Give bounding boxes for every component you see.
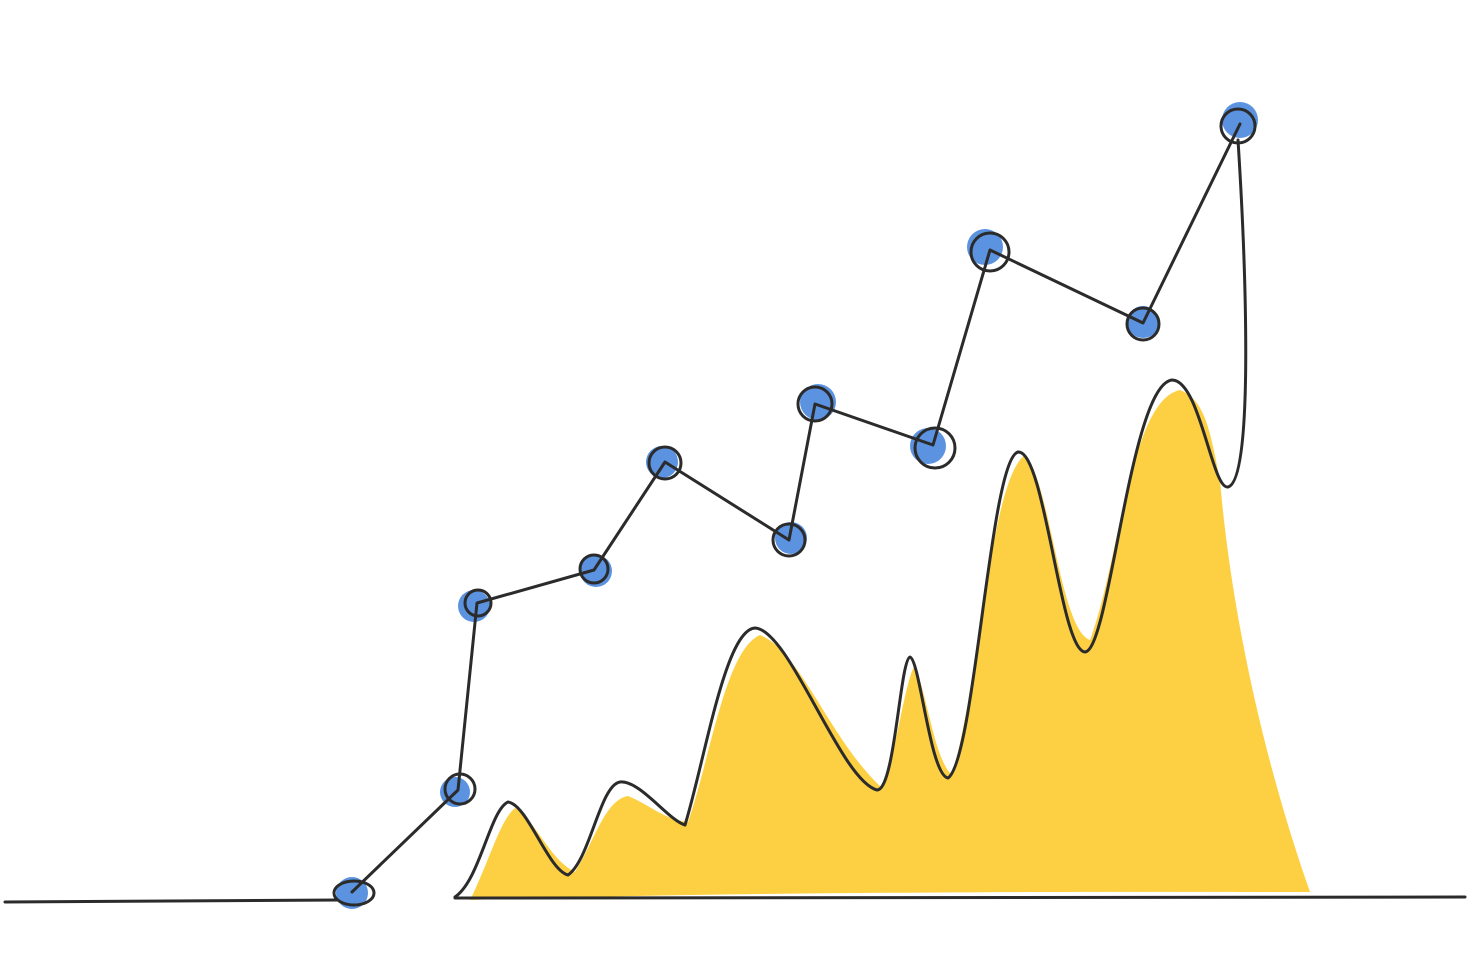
wave-outline: [453, 138, 1248, 899]
area-fill: [470, 390, 1310, 900]
dot-outlines: [332, 107, 1257, 907]
trend-line: [350, 122, 1242, 894]
baseline-right: [453, 895, 1467, 900]
baseline-left: [3, 898, 342, 904]
